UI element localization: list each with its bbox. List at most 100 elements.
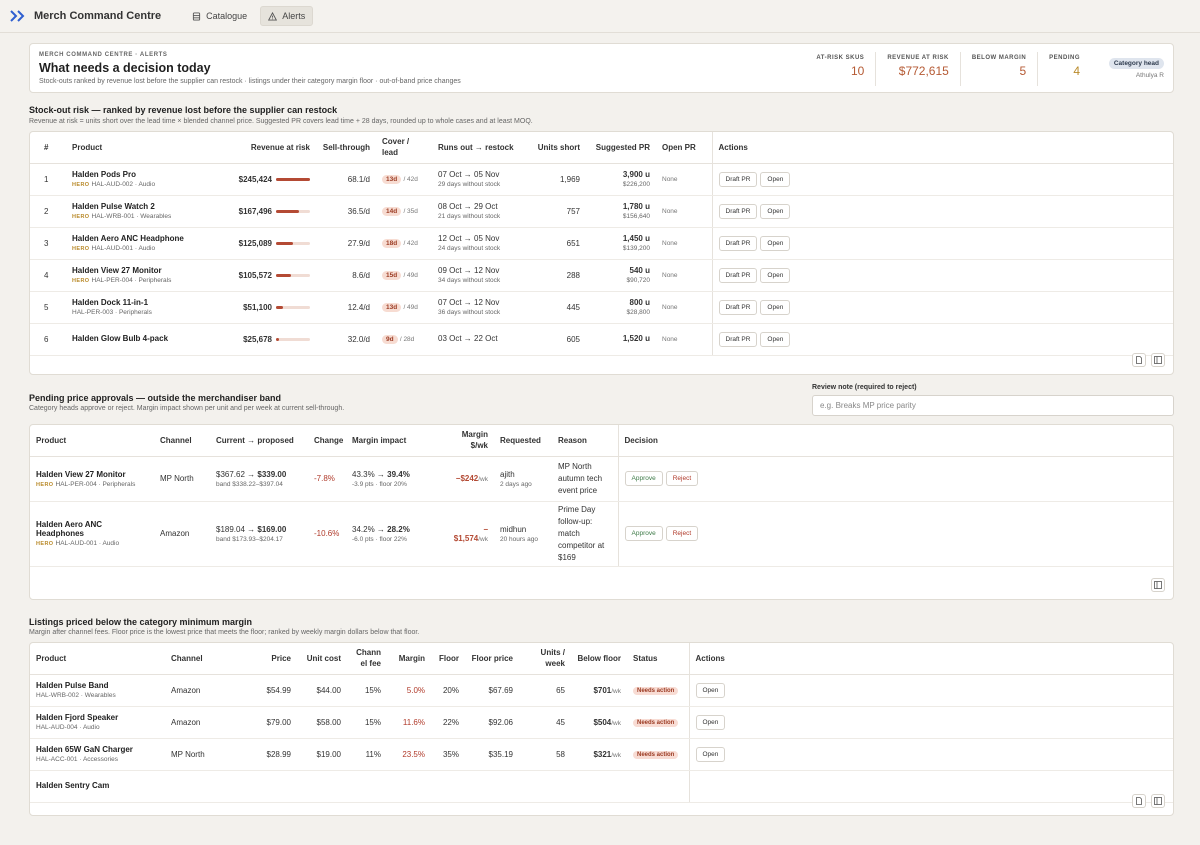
revenue-at-risk: $25,678 [243, 334, 272, 344]
tab-catalogue[interactable]: Catalogue [185, 7, 254, 25]
margin-to: 39.4% [387, 469, 410, 479]
alert-triangle-icon [268, 11, 278, 21]
columns-icon [1154, 797, 1162, 805]
rank: 3 [30, 227, 66, 260]
rank: 6 [30, 323, 66, 356]
sell-through: 8.6/d [316, 259, 376, 292]
cover-badge: 13d [382, 175, 402, 184]
col-header: Change [308, 425, 346, 457]
floor-price [465, 770, 519, 803]
kpi-value: 10 [850, 64, 865, 78]
draft-pr-button[interactable]: Draft PR [718, 171, 758, 187]
open-button[interactable]: Open [760, 267, 791, 283]
revenue-bar-fill [276, 273, 291, 277]
col-header: # [30, 132, 66, 164]
role-badge: Category head [1108, 58, 1164, 69]
user-role: Category head Athulya R [1108, 57, 1164, 79]
draft-pr-button[interactable]: Draft PR [718, 203, 758, 219]
reason: Prime Day follow-up: match competitor at… [552, 501, 618, 567]
review-note-input[interactable] [812, 395, 1174, 416]
unit-cost: $58.00 [297, 706, 347, 739]
cover-badge: 18d [382, 239, 402, 248]
sku-text: HAL-AUD-001 · Audio [55, 540, 120, 547]
floor: 35% [431, 738, 465, 771]
product-sku: HAL-WRB-002 · Wearables [36, 692, 116, 699]
draft-pr-button[interactable]: Draft PR [718, 331, 758, 347]
reject-button[interactable]: Reject [665, 526, 699, 541]
open-button[interactable]: Open [695, 682, 726, 698]
col-header: Below floor [571, 643, 627, 675]
reject-button[interactable]: Reject [665, 471, 699, 486]
margin-table: Product Channel Price Unit cost Chann el… [30, 643, 1173, 803]
days-without-stock: 21 days without stock [438, 213, 501, 220]
draft-pr-button[interactable]: Draft PR [718, 299, 758, 315]
sku-text: HAL-PER-004 · Peripherals [55, 480, 136, 488]
table-row: Halden 65W GaN Charger HAL-ACC-001 · Acce… [30, 738, 1173, 771]
product-name: Halden View 27 Monitor [36, 469, 126, 479]
hero-badge: HERO [36, 481, 54, 488]
proposed-price: $339.00 [257, 469, 287, 479]
open-button[interactable]: Open [760, 171, 791, 187]
revenue-bar-fill [276, 241, 294, 245]
below-floor: $701 [593, 685, 612, 695]
page-subtitle: Stock-outs ranked by revenue lost before… [39, 78, 461, 85]
sku-text: HAL-PER-004 · Peripherals [91, 277, 172, 284]
product-sku: HERO HAL-AUD-001 · Audio [36, 540, 148, 547]
columns-button[interactable] [1151, 353, 1165, 367]
product-name: Halden Pulse Watch 2 [72, 202, 155, 211]
kpi-label: BELOW MARGIN [971, 55, 1027, 61]
draft-pr-button[interactable]: Draft PR [718, 267, 758, 283]
col-header: Units / week [519, 643, 571, 675]
margin-per-week: −$1,574 [453, 524, 488, 543]
table-row: Halden Sentry Cam [30, 770, 1173, 803]
open-button[interactable]: Open [760, 331, 791, 347]
units-short: 757 [526, 195, 586, 228]
open-button[interactable]: Open [695, 746, 726, 762]
per-week-unit: /wk [611, 719, 621, 727]
margin-header-row: Product Channel Price Unit cost Chann el… [30, 643, 1173, 675]
revenue-at-risk: $245,424 [238, 174, 272, 184]
pr-units: 1,520 u [622, 333, 650, 343]
floor-price: $92.06 [465, 706, 519, 739]
product-sku: HAL-ACC-001 · Accessories [36, 756, 118, 763]
revenue-bar [276, 305, 310, 309]
stockout-title: Stock-out risk — ranked by revenue lost … [29, 105, 338, 115]
tab-alerts[interactable]: Alerts [260, 6, 314, 26]
revenue-bar [276, 209, 310, 213]
product-name: Halden Aero ANC Headphones [36, 520, 103, 538]
col-header: Actions [711, 132, 1173, 164]
export-button[interactable] [1132, 794, 1146, 808]
columns-button[interactable] [1151, 794, 1165, 808]
floor: 22% [431, 706, 465, 739]
product-sku: HAL-AUD-004 · Audio [36, 724, 100, 731]
price: $79.00 [229, 706, 297, 739]
cover-badge: 15d [382, 271, 402, 280]
export-button[interactable] [1132, 353, 1146, 367]
open-pr: None [656, 259, 712, 292]
approve-button[interactable]: Approve [624, 526, 663, 541]
draft-pr-button[interactable]: Draft PR [718, 235, 758, 251]
days-without-stock: 34 days without stock [438, 277, 501, 284]
product-name: Halden Pulse Band [36, 681, 109, 690]
product-name: Halden 65W GaN Charger [36, 745, 133, 754]
runs-out: 07 Oct → 12 Nov [438, 298, 500, 307]
runs-out: 07 Oct → 05 Nov [438, 170, 500, 179]
approve-button[interactable]: Approve [624, 471, 663, 486]
open-button[interactable]: Open [760, 299, 791, 315]
hero-badge: HERO [72, 214, 90, 220]
per-week-unit: /wk [478, 476, 488, 483]
sku-text: HAL-PER-003 · Peripherals [72, 309, 152, 316]
open-button[interactable]: Open [760, 203, 791, 219]
pr-units: 3,900 u [622, 170, 650, 179]
rank: 4 [30, 259, 66, 292]
open-pr: None [656, 323, 712, 356]
open-button[interactable]: Open [695, 714, 726, 730]
col-header: Floor price [465, 643, 519, 675]
channel: Amazon [165, 706, 229, 739]
current-price: $189.04 → [216, 524, 256, 534]
columns-button[interactable] [1151, 578, 1165, 592]
app-title: Merch Command Centre [34, 10, 162, 22]
review-note-label: Review note (required to reject) [812, 384, 917, 391]
open-button[interactable]: Open [760, 235, 791, 251]
table-row: Halden Pulse Band HAL-WRB-002 · Wearables… [30, 674, 1173, 707]
